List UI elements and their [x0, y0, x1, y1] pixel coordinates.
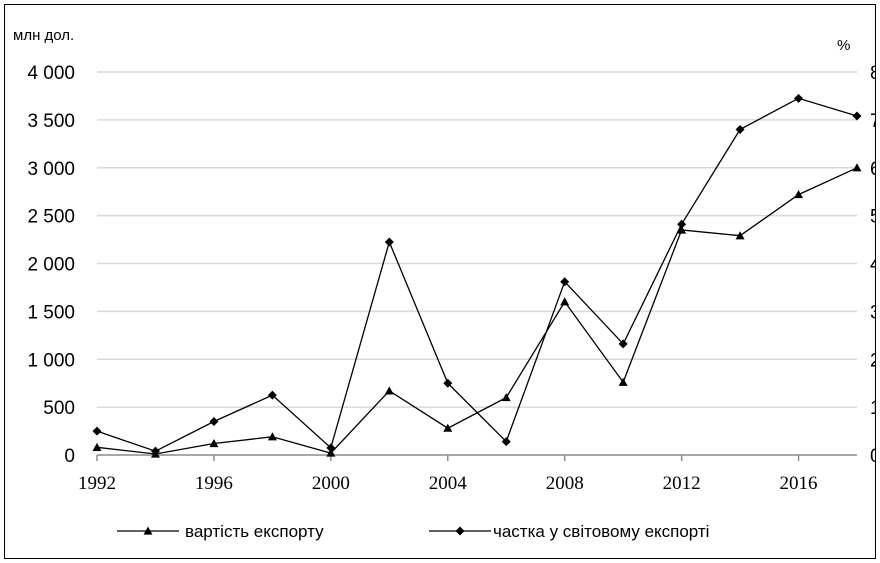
y-right-tick-label: 1	[870, 398, 876, 419]
y-right-tick-label: 2	[870, 350, 876, 371]
data-point	[618, 339, 628, 349]
data-point	[618, 377, 628, 386]
data-point	[794, 190, 804, 199]
legend: вартість експорту частка у світовому експ…	[117, 522, 709, 541]
legend-item: частка у світовому експорті	[429, 522, 709, 541]
y-right-tick-label: 5	[870, 207, 876, 228]
data-point	[501, 437, 511, 447]
data-point	[677, 225, 687, 234]
data-point	[852, 163, 862, 172]
data-point	[92, 426, 102, 436]
y-left-tick-label: 1 500	[27, 302, 75, 323]
data-point	[560, 277, 570, 287]
legend-marker	[143, 526, 153, 535]
legend-label: частка у світовому експорті	[493, 522, 709, 541]
export-line-chart: млн дол. % 0 500 1 000 1 500 2 000 2 500 3 000…	[13, 27, 876, 541]
y-right-tick-label: 6	[870, 159, 876, 180]
y-left-tick-label: 0	[64, 446, 75, 467]
legend-marker	[455, 526, 465, 536]
data-point	[92, 442, 102, 451]
y-left-tick-label: 4 000	[27, 63, 75, 84]
y-right-tick-label: 4	[870, 255, 876, 276]
x-tick-label: 1992	[78, 473, 116, 494]
y-right-tick-label: 0	[870, 446, 876, 467]
series-2	[92, 93, 862, 456]
y-right-unit-label: %	[837, 37, 850, 54]
data-point	[501, 393, 511, 402]
legend-label: вартість експорту	[185, 522, 324, 541]
data-point	[735, 231, 745, 240]
x-tick-label: 2008	[546, 473, 584, 494]
legend-item: вартість експорту	[117, 522, 324, 541]
x-tick-label: 2000	[312, 473, 350, 494]
data-point	[326, 448, 336, 457]
data-point	[852, 111, 862, 121]
data-point	[326, 443, 336, 453]
y-right-tick-label: 8	[870, 63, 876, 84]
data-point	[384, 237, 394, 247]
chart-frame: млн дол. % 0 500 1 000 1 500 2 000 2 500 3 000…	[4, 4, 876, 559]
y-right-tick-label: 3	[870, 302, 876, 323]
y-left-tick-label: 3 500	[27, 111, 75, 132]
data-point	[384, 386, 394, 395]
x-tick-label: 1996	[195, 473, 233, 494]
y-left-tick-label: 500	[43, 398, 75, 419]
series-line	[96, 97, 858, 452]
data-point	[150, 446, 160, 456]
series-1	[92, 163, 862, 458]
data-point	[209, 439, 219, 448]
data-point	[267, 432, 277, 441]
data-point	[443, 423, 453, 432]
x-tick-label: 2016	[780, 473, 818, 494]
x-tick-label: 2012	[663, 473, 701, 494]
y-left-tick-label: 2 500	[27, 207, 75, 228]
data-point	[267, 390, 277, 400]
y-left-tick-label: 2 000	[27, 255, 75, 276]
y-left-tick-label: 3 000	[27, 159, 75, 180]
y-right-tick-label: 7	[870, 111, 876, 132]
data-point	[735, 124, 745, 134]
data-point	[209, 416, 219, 426]
data-point	[560, 297, 570, 306]
x-tick-label: 2004	[429, 473, 468, 494]
y-left-unit-label: млн дол.	[13, 27, 74, 44]
data-point	[677, 219, 687, 229]
y-left-tick-label: 1 000	[27, 350, 75, 371]
data-point	[794, 93, 804, 103]
data-point	[443, 378, 453, 388]
